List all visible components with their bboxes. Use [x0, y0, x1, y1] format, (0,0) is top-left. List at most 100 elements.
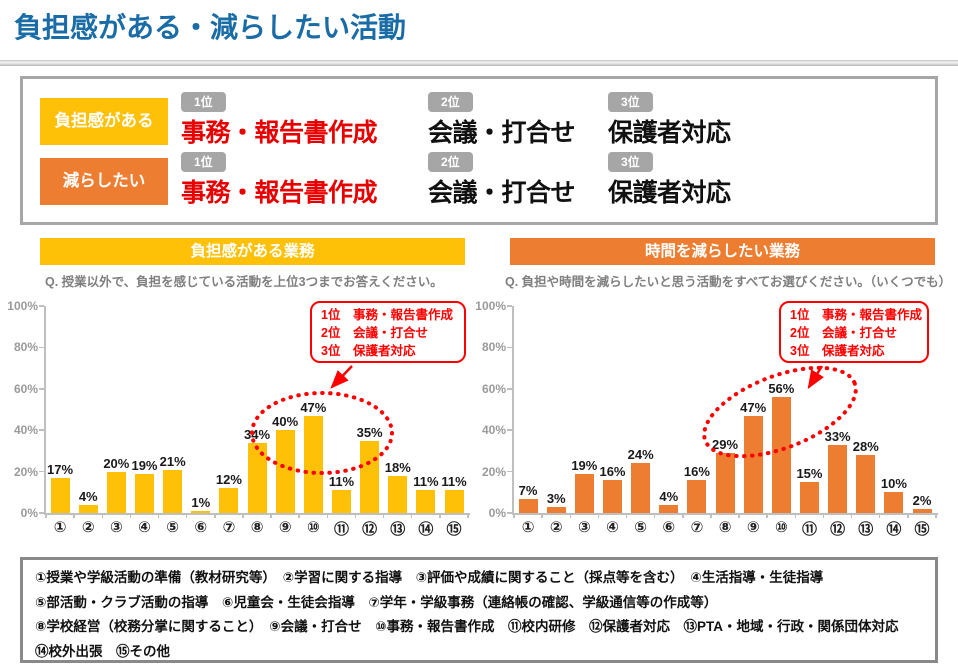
callout-line: 1位 事務・報告書作成 — [321, 308, 453, 322]
bar — [631, 463, 651, 513]
x-axis-tick — [214, 513, 216, 518]
legend-line: ⑤部活動・クラブ活動の指導 ⑥児童会・生徒会指導 ⑦学年・学級事務（連絡帳の確認… — [35, 594, 718, 610]
bar — [715, 452, 735, 513]
x-axis-tick — [242, 513, 244, 518]
y-axis-tick-label: 20% — [13, 464, 38, 479]
bar — [659, 504, 679, 513]
bar-value-label: 47% — [740, 399, 767, 415]
x-axis-label: ③ — [110, 519, 123, 536]
bar-column: 19% — [570, 458, 598, 513]
bar-value-label: 47% — [300, 399, 327, 415]
x-axis-label: ⑮ — [446, 521, 462, 538]
bar — [444, 490, 464, 513]
x-axis-label: ⑩ — [774, 519, 788, 536]
bar-column: 56% — [767, 381, 795, 513]
bar-value-label: 2% — [912, 492, 932, 508]
x-axis-label: ① — [521, 519, 535, 536]
x-axis-tick — [101, 513, 104, 518]
bar — [416, 490, 436, 513]
bar — [687, 479, 707, 513]
bar — [884, 492, 904, 513]
bar — [912, 508, 932, 513]
bar — [191, 510, 211, 513]
bar — [856, 455, 876, 513]
y-axis-tick-label: 40% — [13, 423, 38, 438]
bar-column: 1% — [187, 495, 215, 513]
bar-value-label: 24% — [627, 447, 654, 463]
y-axis-tick-label: 60% — [13, 381, 38, 396]
summary-rank: 2位 会議・打合せ — [428, 152, 576, 209]
bar — [771, 397, 791, 513]
bar-column: 34% — [243, 427, 271, 513]
rank-badge: 2位 — [428, 152, 473, 172]
bar-value-label: 16% — [599, 463, 626, 479]
bar — [799, 481, 819, 513]
x-axis-tick — [354, 513, 357, 518]
x-axis-tick — [410, 513, 413, 518]
x-axis-label: ⑨ — [278, 519, 292, 536]
callout-line: 3位 保護者対応 — [790, 344, 885, 358]
x-axis-tick — [129, 513, 132, 518]
bar-value-label: 16% — [683, 463, 710, 479]
rank-text: 会議・打合せ — [428, 119, 576, 147]
bar-column: 35% — [356, 425, 384, 513]
x-axis-tick — [270, 513, 272, 518]
y-axis-tick — [507, 429, 512, 431]
bar — [388, 475, 408, 513]
x-axis-tick — [907, 513, 909, 518]
x-axis-label: ⑦ — [222, 519, 236, 536]
y-axis-tick — [39, 512, 44, 514]
callout-line: 2位 会議・打合せ — [790, 326, 897, 340]
bar-column: 17% — [46, 462, 74, 513]
callout-line: 2位 会議・打合せ — [321, 326, 428, 340]
x-axis-label: ⑤ — [634, 519, 647, 536]
legend-line: ⑧学校経営（校務分掌に関すること） ⑨会議・打合せ ⑩事務・報告書作成 ⑪校内研… — [35, 619, 899, 634]
bar-value-label: 20% — [103, 455, 130, 471]
bar — [828, 444, 848, 513]
legend-line: ①授業や学級活動の準備（教材研究等） ②学習に関する指導 ③評価や成績に関するこ… — [35, 570, 824, 585]
x-axis-label: ⑫ — [830, 521, 846, 538]
bar-value-label: 18% — [384, 459, 411, 475]
summary-rank: 3位 保護者対応 — [608, 92, 731, 149]
rank-text: 保護者対応 — [608, 179, 731, 207]
bar-value-label: 7% — [518, 482, 538, 498]
x-axis-tick — [682, 513, 684, 518]
x-axis-label: ④ — [138, 519, 151, 536]
bar-column: 11% — [440, 474, 468, 513]
y-axis-tick-label: 60% — [481, 381, 506, 396]
x-axis-tick — [73, 513, 75, 518]
x-axis-line — [44, 513, 470, 515]
bar-value-label: 29% — [712, 436, 739, 452]
bar — [275, 430, 295, 513]
bar-value-label: 19% — [571, 457, 598, 473]
x-axis-tick — [794, 513, 797, 518]
x-axis-label: ⑫ — [362, 521, 378, 538]
bar-column: 16% — [598, 464, 626, 513]
x-axis-tick — [298, 513, 300, 518]
bar-column: 29% — [711, 437, 739, 513]
y-axis-line — [512, 306, 514, 513]
bar-column: 12% — [215, 472, 243, 513]
bar — [360, 440, 380, 513]
bar-value-label: 11% — [328, 474, 355, 490]
bar-value-label: 3% — [546, 490, 566, 506]
bar-column: 18% — [384, 460, 412, 513]
bar — [743, 415, 763, 513]
bar — [50, 477, 70, 513]
y-axis-tick-label: 100% — [7, 299, 38, 313]
bar-column: 7% — [514, 483, 542, 513]
bar-value-label: 11% — [413, 474, 439, 490]
rank-badge: 1位 — [181, 92, 226, 112]
y-axis-tick — [39, 305, 44, 307]
bar-column: 47% — [739, 400, 767, 513]
x-axis-tick — [382, 513, 385, 518]
summary-label-burden: 負担感がある — [40, 98, 168, 145]
x-axis-tick — [850, 513, 853, 518]
x-axis-tick — [878, 513, 881, 518]
x-axis-tick — [766, 513, 768, 518]
x-axis-label: ① — [53, 519, 67, 536]
bar — [134, 473, 154, 513]
x-axis-label: ⑬ — [858, 521, 874, 538]
bar-column: 28% — [852, 439, 880, 513]
